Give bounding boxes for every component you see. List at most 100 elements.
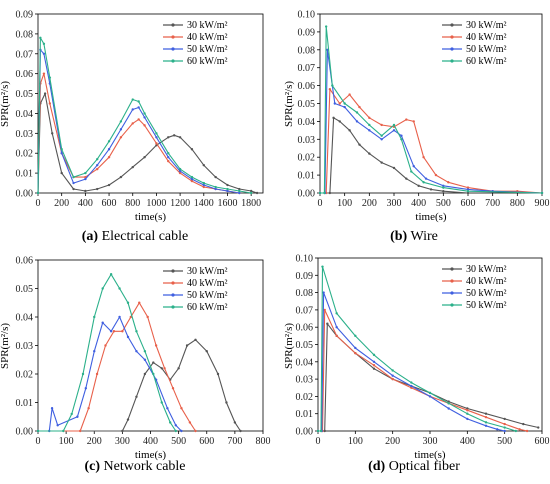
series-point-4 — [540, 191, 544, 195]
series-point-1 — [358, 143, 361, 146]
series-point-2 — [202, 185, 205, 189]
series-point-3 — [466, 417, 469, 421]
x-tick-label: 400 — [143, 436, 158, 447]
series-point-1 — [143, 156, 146, 159]
series-point-3 — [84, 177, 87, 181]
series-line-1 — [38, 339, 241, 432]
x-tick-label: 500 — [171, 436, 186, 447]
series-point-4 — [316, 429, 320, 433]
series-point-3 — [410, 384, 413, 388]
series-point-1 — [225, 401, 228, 404]
series-point-4 — [119, 120, 123, 123]
series-point-3 — [137, 106, 140, 109]
caption-text: Electrical cable — [98, 229, 188, 244]
series-point-4 — [372, 353, 376, 357]
series-point-4 — [249, 191, 253, 195]
x-tick-label: 1400 — [194, 198, 214, 209]
series-point-4 — [39, 36, 42, 40]
x-tick-label: 200 — [54, 198, 69, 209]
x-tick-label: 100 — [337, 198, 352, 209]
series-point-1 — [328, 191, 332, 195]
legend-marker-4 — [171, 59, 175, 63]
x-tick-label: 800 — [510, 198, 525, 209]
series-point-4 — [126, 301, 130, 304]
legend-label-2: 40 kW/m² — [466, 276, 507, 287]
y-tick-label: 0.03 — [16, 341, 34, 352]
series-point-4 — [84, 171, 87, 175]
series-point-1 — [239, 429, 242, 433]
series-point-4 — [152, 372, 155, 376]
x-tick-label: 400 — [411, 198, 426, 209]
series-point-4 — [392, 123, 396, 127]
series-point-1 — [484, 412, 488, 415]
series-point-4 — [442, 186, 445, 189]
caption-text: Optical fiber — [385, 459, 460, 474]
y-tick-label: 0.07 — [298, 63, 316, 74]
series-point-3 — [202, 183, 205, 187]
series-point-4 — [355, 111, 359, 114]
x-tick-label: 0 — [36, 436, 41, 447]
series-point-1 — [226, 183, 229, 187]
series-point-1 — [466, 191, 470, 195]
series-point-3 — [442, 184, 445, 188]
series-point-4 — [428, 391, 432, 395]
series-point-4 — [466, 412, 469, 415]
series-point-2 — [503, 422, 506, 426]
series-point-2 — [112, 330, 116, 333]
series-point-4 — [466, 190, 470, 193]
series-point-4 — [447, 402, 450, 405]
y-tick-label: 0.01 — [296, 409, 314, 420]
x-tick-label: 300 — [387, 198, 402, 209]
legend-marker-1 — [171, 269, 175, 273]
series-line-4 — [318, 266, 517, 432]
y-tick-label: 0.01 — [16, 169, 34, 180]
x-tick-label: 600 — [102, 198, 117, 209]
series-point-1 — [143, 372, 147, 376]
series-point-4 — [81, 372, 85, 376]
legend-marker-2 — [450, 35, 454, 39]
series-point-2 — [368, 116, 371, 120]
series-point-2 — [143, 124, 146, 127]
series-point-3 — [155, 136, 158, 139]
series-point-3 — [355, 120, 359, 123]
x-tick-label: 1200 — [170, 198, 190, 209]
series-point-2 — [137, 118, 140, 121]
series-point-4 — [167, 152, 170, 155]
legend-label-4: 60 kW/m² — [466, 56, 507, 67]
series-point-1 — [429, 188, 433, 191]
series-point-1 — [233, 421, 237, 424]
x-axis-label: time(s) — [415, 211, 446, 223]
series-point-1 — [326, 322, 329, 325]
plot-frame — [37, 13, 264, 194]
x-tick-label: 0 — [316, 436, 321, 447]
x-tick-label: 700 — [485, 198, 500, 209]
caption-letter: (d) — [368, 459, 385, 474]
x-tick-label: 600 — [461, 198, 476, 209]
series-point-2 — [323, 308, 326, 312]
series-point-1 — [194, 338, 197, 341]
series-point-3 — [333, 102, 336, 105]
x-tick-label: 500 — [497, 436, 512, 447]
x-axis-label: time(s) — [414, 449, 445, 461]
y-tick-label: 0.04 — [16, 313, 34, 324]
y-tick-label: 0.04 — [298, 117, 316, 128]
panel-caption: (a) Electrical cable — [82, 229, 189, 244]
series-point-2 — [48, 102, 52, 105]
plot-frame — [319, 13, 543, 194]
x-tick-label: 400 — [78, 198, 93, 209]
series-point-1 — [537, 426, 540, 429]
series-point-4 — [514, 429, 518, 433]
x-tick-label: 600 — [199, 436, 214, 447]
series-point-2 — [119, 136, 123, 139]
series-point-4 — [62, 429, 65, 433]
series-point-3 — [447, 407, 450, 410]
y-tick-label: 0.06 — [298, 81, 316, 92]
legend-label-2: 40 kW/m² — [187, 32, 228, 43]
series-point-4 — [202, 181, 205, 185]
y-axis-label: SPR(m²/s) — [283, 81, 295, 127]
series-point-3 — [226, 189, 229, 193]
series-point-4 — [400, 138, 403, 141]
series-point-3 — [354, 346, 357, 350]
series-point-1 — [51, 132, 54, 135]
